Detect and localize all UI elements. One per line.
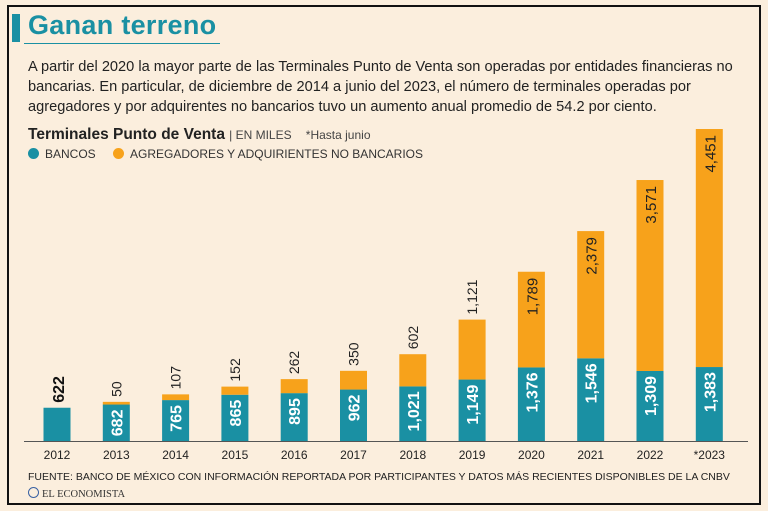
chart-legend: BANCOS AGREGADORES Y ADQUIRIENTES NO BAN…	[28, 147, 423, 161]
title-accent-bar	[12, 14, 20, 42]
value-label-agregadores-4: 262	[286, 351, 302, 375]
bar-bancos-1	[102, 404, 130, 441]
value-label-agregadores-1: 50	[108, 381, 124, 397]
title-underline	[24, 43, 220, 44]
brand-globe-icon	[28, 487, 39, 498]
bar-bancos-5	[340, 389, 367, 441]
bar-agregadores-10	[636, 180, 664, 371]
x-tick-label-3: 2015	[222, 448, 249, 462]
legend-swatch-bancos	[28, 148, 39, 159]
value-label-bancos-8: 1,376	[524, 372, 541, 412]
bar-agregadores-2	[162, 394, 190, 401]
chart-title-row: Terminales Punto de Venta | EN MILES *Ha…	[28, 126, 371, 144]
value-label-bancos-4: 895	[287, 398, 304, 425]
value-label-bancos-7: 1,149	[465, 384, 482, 424]
bar-agregadores-7	[458, 319, 486, 380]
bar-agregadores-11	[695, 129, 723, 368]
value-label-bancos-11: 1,383	[702, 372, 719, 412]
value-label-bancos-2: 765	[169, 405, 186, 432]
brand-name: EL ECONOMISTA	[42, 489, 126, 500]
x-tick-label-6: 2018	[399, 448, 426, 462]
bar-bancos-2	[162, 400, 190, 441]
bar-bancos-8	[517, 367, 545, 441]
bar-agregadores-3	[221, 386, 249, 395]
bar-agregadores-4	[280, 379, 308, 394]
value-label-agregadores-6: 602	[405, 326, 421, 350]
value-label-bancos-10: 1,309	[643, 376, 660, 416]
x-tick-label-4: 2016	[281, 448, 308, 462]
value-label-bancos-6: 1,021	[406, 391, 423, 431]
bar-bancos-0	[43, 407, 71, 441]
x-tick-label-9: 2021	[577, 448, 604, 462]
value-label-agregadores-10: 3,571	[643, 186, 660, 224]
bar-agregadores-9	[577, 231, 605, 359]
x-tick-label-2: 2014	[162, 448, 189, 462]
bar-agregadores-5	[340, 370, 367, 390]
value-label-agregadores-2: 107	[168, 366, 184, 390]
bar-agregadores-6	[399, 354, 427, 387]
bar-bancos-11	[695, 367, 723, 441]
legend-swatch-agregadores	[113, 148, 125, 159]
legend-label-bancos: BANCOS	[45, 147, 96, 161]
bar-bancos-9	[577, 358, 605, 441]
chart-unit-label: | EN MILES	[229, 128, 292, 142]
value-label-bancos-5: 962	[347, 394, 364, 421]
value-label-agregadores-7: 1,121	[464, 279, 480, 314]
chart-note: *Hasta junio	[305, 128, 371, 142]
value-label-bancos-1: 682	[109, 409, 126, 436]
bar-agregadores-8	[517, 271, 545, 368]
bar-bancos-6	[399, 386, 427, 441]
x-tick-label-1: 2013	[103, 448, 130, 462]
value-label-agregadores-5: 350	[346, 342, 362, 366]
chart-title: Terminales Punto de Venta	[28, 126, 225, 143]
value-label-agregadores-3: 152	[227, 358, 243, 382]
legend-label-agregadores: AGREGADORES Y ADQUIRIENTES NO BANCARIOS	[130, 147, 423, 161]
x-tick-label-7: 2019	[459, 448, 486, 462]
bar-bancos-10	[636, 370, 664, 441]
x-tick-label-8: 2020	[518, 448, 545, 462]
x-tick-label-10: 2022	[637, 448, 664, 462]
value-label-agregadores-11: 4,451	[702, 135, 719, 173]
value-label-agregadores-8: 1,789	[524, 278, 541, 316]
value-label-bancos-0: 622	[51, 376, 68, 403]
value-label-bancos-3: 865	[228, 400, 245, 427]
intro-paragraph: A partir del 2020 la mayor parte de las …	[28, 59, 733, 115]
brand-logo: EL ECONOMISTA	[28, 487, 125, 500]
value-label-bancos-9: 1,546	[584, 363, 601, 403]
bar-agregadores-1	[102, 401, 130, 405]
bar-bancos-7	[458, 379, 486, 441]
x-tick-label-11: *2023	[694, 448, 726, 462]
source-note: FUENTE: BANCO DE MÉXICO CON INFORMACIÓN …	[28, 471, 730, 483]
x-tick-label-0: 2012	[44, 448, 71, 462]
value-label-agregadores-9: 2,379	[584, 237, 601, 275]
page-title: Ganan terreno	[28, 10, 217, 40]
bar-bancos-3	[221, 394, 249, 441]
frame-border	[7, 5, 761, 505]
x-tick-label-5: 2017	[340, 448, 367, 462]
bar-bancos-4	[280, 393, 308, 441]
